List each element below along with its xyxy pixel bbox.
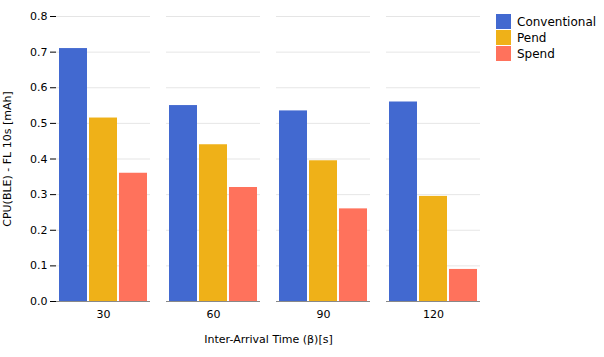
svg-text:90: 90	[317, 308, 331, 321]
svg-text:30: 30	[97, 308, 111, 321]
svg-text:0.0: 0.0	[30, 295, 48, 308]
svg-text:0.4: 0.4	[30, 153, 48, 166]
svg-text:0.3: 0.3	[30, 188, 48, 201]
svg-text:0.6: 0.6	[30, 81, 48, 94]
svg-text:120: 120	[423, 308, 444, 321]
svg-text:60: 60	[207, 308, 221, 321]
svg-text:0.7: 0.7	[30, 46, 48, 59]
html-text:Pend: Pend	[517, 30, 547, 45]
svg-text:0.8: 0.8	[30, 10, 48, 23]
svg-text:Inter-Arrival Time (β)[s]: Inter-Arrival Time (β)[s]	[204, 333, 332, 346]
svg-text:0.5: 0.5	[30, 117, 48, 130]
svg-text:0.2: 0.2	[30, 224, 48, 237]
svg-text:0.1: 0.1	[30, 259, 48, 272]
html-text:Spend: Spend	[517, 46, 555, 61]
svg-text:CPU(BLE) - FL 10s [mAh]: CPU(BLE) - FL 10s [mAh]	[1, 91, 14, 227]
html-text:Conventional: Conventional	[517, 14, 597, 29]
